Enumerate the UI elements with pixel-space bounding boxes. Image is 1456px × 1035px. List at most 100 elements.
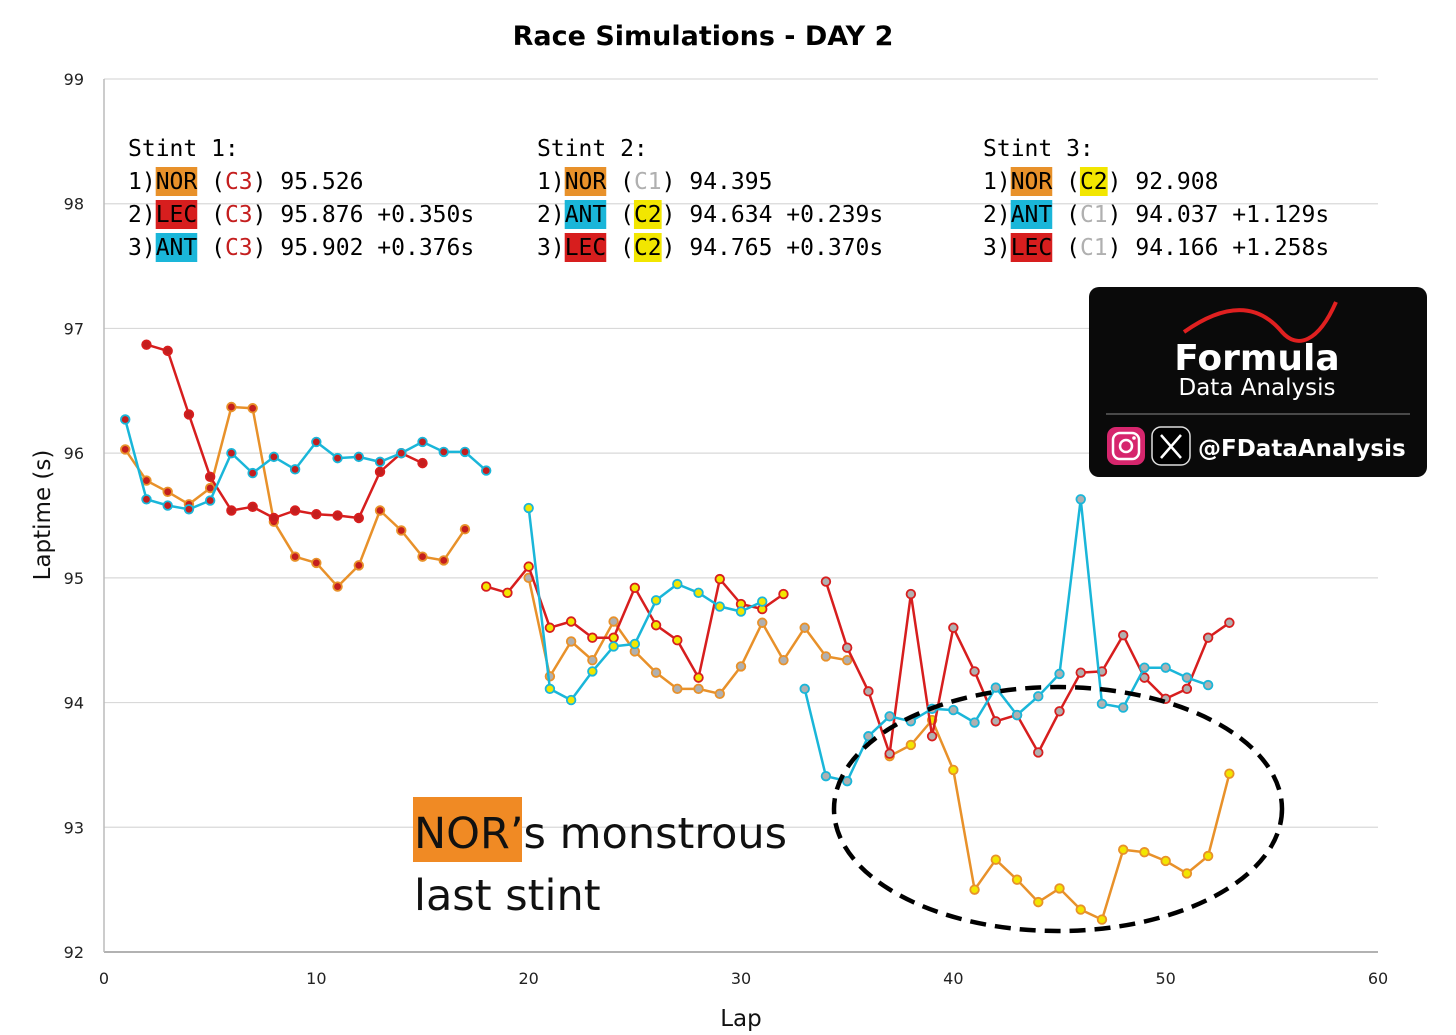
data-point xyxy=(990,716,1002,727)
annotation-highlight-text: NOR xyxy=(414,809,510,859)
data-point xyxy=(332,581,343,592)
y-tick-label: 97 xyxy=(64,319,84,338)
data-point xyxy=(990,854,1002,865)
time-gap: ) 92.908 xyxy=(1108,169,1219,195)
data-point xyxy=(374,466,386,478)
y-axis-label: Laptime (s) xyxy=(30,450,56,581)
data-point xyxy=(714,573,725,585)
stint-heading: Stint 3: xyxy=(983,136,1094,162)
data-point xyxy=(608,632,619,643)
data-point xyxy=(120,414,131,425)
annotation-line1-rest: ’s monstrous xyxy=(510,809,787,859)
y-tick-label: 98 xyxy=(64,195,84,214)
data-point xyxy=(162,486,173,498)
data-point xyxy=(778,654,789,666)
data-point xyxy=(1075,494,1086,505)
series-ant-stint-2 xyxy=(523,502,768,706)
data-point xyxy=(226,401,237,413)
x-tick-label: 20 xyxy=(518,969,538,988)
data-point xyxy=(820,770,832,782)
data-point xyxy=(374,456,386,468)
position: 3) xyxy=(128,235,156,261)
y-tick-labels: 92 93 94 95 96 97 98 99 xyxy=(64,70,84,962)
data-point xyxy=(1033,747,1044,758)
data-point xyxy=(289,505,301,516)
data-point xyxy=(735,606,747,617)
x-tick-label: 10 xyxy=(306,969,326,988)
data-point xyxy=(1011,874,1023,885)
tyre: C1 xyxy=(634,169,662,195)
data-point xyxy=(353,560,365,571)
data-point xyxy=(268,451,280,463)
data-point xyxy=(757,617,768,628)
data-point xyxy=(778,588,789,600)
data-point xyxy=(353,512,365,524)
data-point xyxy=(204,495,216,506)
x-tick-label: 0 xyxy=(99,969,109,988)
stint-row: 1)NOR (C3) 95.526 xyxy=(128,169,363,195)
stint-row: 1)NOR (C2) 92.908 xyxy=(983,169,1218,195)
instagram-icon[interactable] xyxy=(1107,427,1145,465)
data-point xyxy=(757,596,768,607)
data-point xyxy=(1075,904,1086,915)
data-point xyxy=(1160,855,1171,867)
data-point xyxy=(311,436,322,448)
data-point xyxy=(332,510,343,521)
driver-highlight xyxy=(155,167,198,196)
series-nor-stint-3 xyxy=(884,714,1235,925)
data-point xyxy=(1096,698,1108,710)
data-point xyxy=(565,616,577,627)
data-point xyxy=(141,339,152,350)
time-gap: ) 95.876 +0.350s xyxy=(253,202,475,228)
data-point xyxy=(523,561,534,572)
data-point xyxy=(1139,662,1150,673)
tyre: C1 xyxy=(1080,202,1108,228)
data-point xyxy=(459,446,471,458)
data-point xyxy=(1054,706,1065,717)
data-point xyxy=(926,731,938,742)
data-point xyxy=(672,683,683,695)
driver-highlight xyxy=(564,200,607,229)
data-point xyxy=(544,683,556,695)
y-tick-label: 96 xyxy=(64,444,84,463)
data-point xyxy=(417,457,428,469)
time-gap: ) 94.634 +0.239s xyxy=(662,202,884,228)
paren: ( xyxy=(197,202,225,228)
stint-heading: Stint 1: xyxy=(128,136,239,162)
data-point xyxy=(311,557,322,569)
series-line xyxy=(123,419,488,511)
data-point xyxy=(1033,691,1044,702)
tyre-highlight xyxy=(633,200,662,229)
data-point xyxy=(714,601,725,612)
data-point xyxy=(841,775,853,787)
driver-highlight xyxy=(155,200,198,229)
series-nor-stint-2 xyxy=(523,572,853,700)
data-point xyxy=(799,683,810,695)
data-point xyxy=(502,587,513,599)
data-point xyxy=(396,525,407,536)
data-point xyxy=(1075,667,1086,678)
driver: NOR xyxy=(1011,169,1053,195)
time-gap: ) 94.765 +0.370s xyxy=(662,235,884,261)
position: 1) xyxy=(128,169,156,195)
data-point xyxy=(544,622,556,633)
position: 2) xyxy=(128,202,156,228)
data-point xyxy=(884,748,895,759)
driver-highlight xyxy=(564,167,607,196)
driver: ANT xyxy=(565,202,607,228)
data-point xyxy=(841,642,853,653)
data-point xyxy=(1224,617,1235,628)
data-point xyxy=(969,717,980,728)
data-point xyxy=(1224,768,1235,779)
data-point xyxy=(353,451,365,463)
stint-row: 1)NOR (C1) 94.395 xyxy=(537,169,772,195)
data-point xyxy=(311,509,322,520)
data-point xyxy=(905,739,917,751)
x-icon[interactable] xyxy=(1151,426,1191,466)
social-handle[interactable]: @FDataAnalysis xyxy=(1198,436,1406,462)
data-point xyxy=(587,632,598,643)
data-point xyxy=(247,501,258,512)
tyre: C1 xyxy=(1080,235,1108,261)
data-point xyxy=(438,446,449,458)
